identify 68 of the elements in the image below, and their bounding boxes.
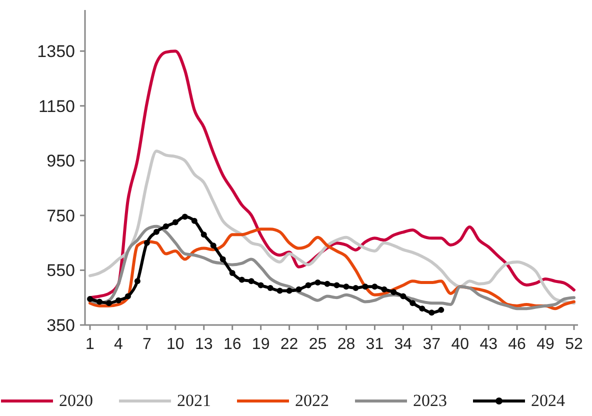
point [191,218,198,224]
x-tick-label: 22 [280,336,298,353]
y-tick-label: 950 [46,152,75,171]
point [172,219,178,226]
point [372,284,378,290]
point [87,296,93,302]
point [96,298,102,305]
y-tick-label: 550 [46,261,75,280]
point [200,232,207,238]
x-tick-label: 13 [194,336,213,353]
line-series [88,150,576,305]
point [258,282,264,288]
y-tick-label: 750 [46,206,75,226]
point [296,286,302,292]
y-tick-label: 1350 [37,42,75,62]
x-tick-label: 49 [536,336,555,353]
point [314,280,321,286]
x-tick-label: 43 [480,336,498,353]
point [238,276,245,283]
x-tick-label: 37 [422,336,441,353]
legend-label: 2022 [295,391,329,410]
x-tick-label: 4 [114,336,124,353]
point [162,223,169,230]
point [343,284,350,290]
point [390,289,397,296]
point [153,228,160,235]
point [381,286,388,292]
point [144,240,150,246]
x-tick-label: 16 [223,336,242,353]
legend-label: 2024 [531,391,566,410]
point [134,278,140,284]
x-tick-label: 31 [366,336,384,353]
x-tick-label: 46 [508,336,526,353]
x-tick-label: 10 [166,336,184,353]
point [182,214,188,220]
point [229,270,236,276]
x-tick-label: 40 [451,336,470,353]
point [286,288,292,294]
point [438,306,444,313]
y-tick-label: 350 [46,316,75,335]
point [400,293,406,300]
point [124,293,131,300]
x-tick-label: 1 [86,336,95,353]
y-tick-label: 1150 [38,96,75,116]
point [115,297,122,304]
point [106,300,112,306]
legend-label: 2023 [413,391,447,410]
point [362,284,368,290]
point [419,306,426,312]
point [352,285,359,292]
x-tick-label: 28 [337,336,356,353]
point [220,256,226,262]
legend-label: 2020 [59,391,93,410]
point [305,282,312,288]
point [248,278,254,284]
point [267,285,274,292]
point [410,300,416,306]
x-tick-label: 52 [565,336,583,353]
x-tick-label: 25 [308,336,327,353]
point [276,288,283,294]
point [428,310,435,316]
point [334,282,340,288]
point [324,280,330,287]
x-tick-label: 19 [252,336,270,353]
legend-label: 2021 [177,391,211,410]
point [210,242,216,249]
x-tick-label: 7 [142,336,152,353]
x-tick-label: 34 [394,336,412,353]
